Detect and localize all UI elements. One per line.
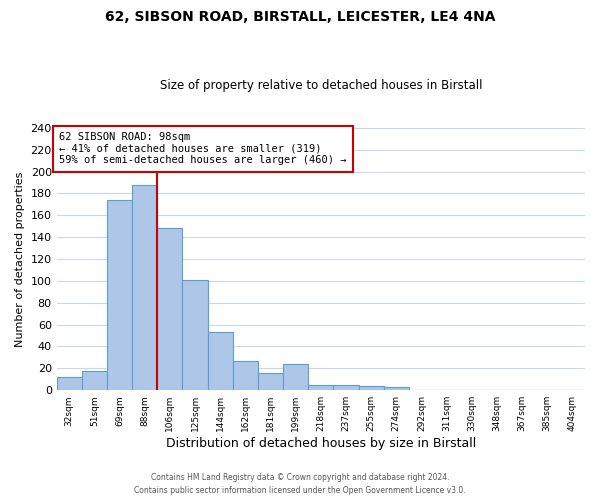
Text: 62 SIBSON ROAD: 98sqm
← 41% of detached houses are smaller (319)
59% of semi-det: 62 SIBSON ROAD: 98sqm ← 41% of detached … — [59, 132, 347, 166]
Bar — [384, 387, 409, 390]
Title: Size of property relative to detached houses in Birstall: Size of property relative to detached ho… — [160, 79, 482, 92]
Text: 62, SIBSON ROAD, BIRSTALL, LEICESTER, LE4 4NA: 62, SIBSON ROAD, BIRSTALL, LEICESTER, LE… — [105, 10, 495, 24]
Bar — [283, 364, 308, 390]
Text: Contains HM Land Registry data © Crown copyright and database right 2024.
Contai: Contains HM Land Registry data © Crown c… — [134, 474, 466, 495]
Y-axis label: Number of detached properties: Number of detached properties — [15, 172, 25, 346]
Bar — [107, 200, 132, 390]
Bar — [334, 384, 359, 390]
Bar — [82, 370, 107, 390]
Bar — [208, 332, 233, 390]
Bar — [182, 280, 208, 390]
Bar — [157, 228, 182, 390]
Bar — [56, 377, 82, 390]
Bar — [233, 360, 258, 390]
Bar — [132, 184, 157, 390]
X-axis label: Distribution of detached houses by size in Birstall: Distribution of detached houses by size … — [166, 437, 476, 450]
Bar — [258, 372, 283, 390]
Bar — [359, 386, 384, 390]
Bar — [308, 384, 334, 390]
